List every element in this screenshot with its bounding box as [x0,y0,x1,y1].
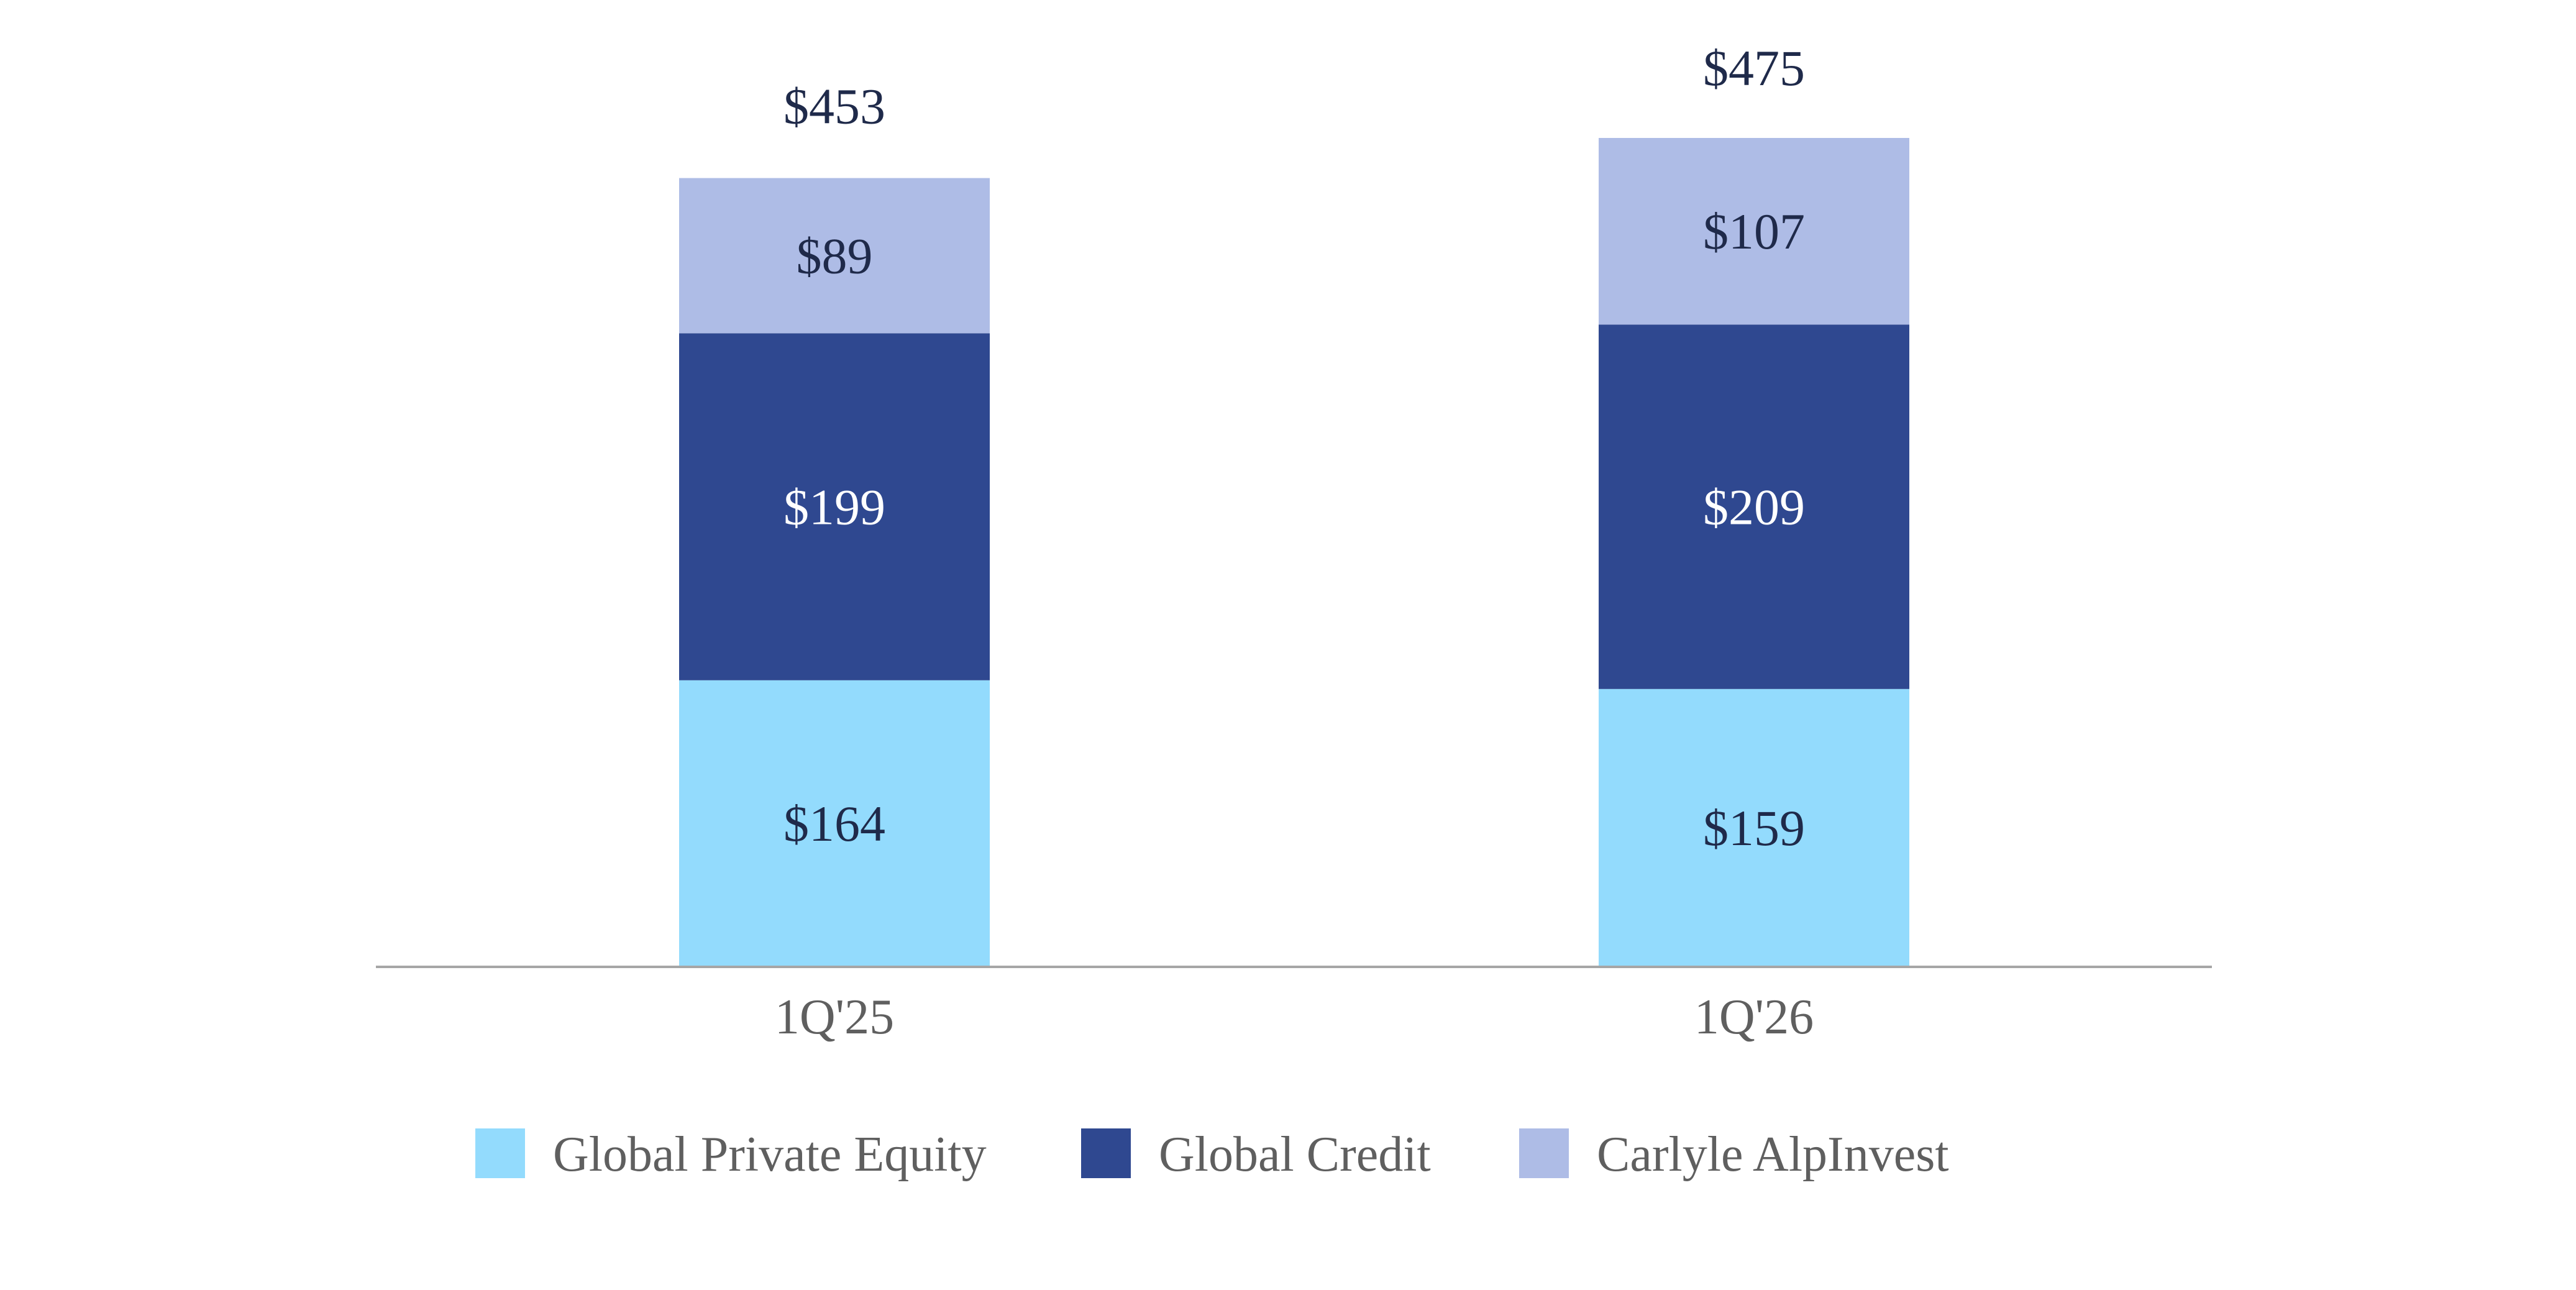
legend-swatch [1081,1128,1131,1178]
total-value-label: $453 [783,78,885,135]
bar-segment [1599,324,1909,689]
labels-layer: $164 $199 $89 $453 $159 $209 $107 $475 [783,40,1805,856]
bars-layer [679,138,1909,966]
segment-value-label: $159 [1703,800,1805,856]
category-labels: 1Q'25 1Q'26 [775,990,1814,1045]
bar-segment [679,333,990,680]
bar-segment [679,680,990,966]
segment-value-label: $89 [797,227,873,284]
segment-value-label: $164 [783,795,885,852]
segment-value-label: $107 [1703,203,1805,260]
legend-label: Carlyle AlpInvest [1597,1127,1949,1182]
segment-value-label: $209 [1703,479,1805,536]
x-tick-label: 1Q'25 [775,990,894,1045]
legend-item: Global Private Equity [475,1127,987,1182]
legend-item: Carlyle AlpInvest [1519,1127,1949,1182]
bar-segment [1599,688,1909,966]
legend-label: Global Private Equity [553,1127,987,1182]
bar-segment [1599,138,1909,325]
legend: Global Private Equity Global Credit Carlyl… [475,1127,1949,1182]
legend-swatch [1519,1128,1569,1178]
legend-label: Global Credit [1159,1127,1431,1182]
segment-value-label: $199 [783,479,885,536]
bar-segment [679,178,990,334]
x-tick-label: 1Q'26 [1694,990,1814,1045]
legend-swatch [475,1128,525,1178]
total-value-label: $475 [1703,40,1805,96]
legend-item: Global Credit [1081,1127,1431,1182]
